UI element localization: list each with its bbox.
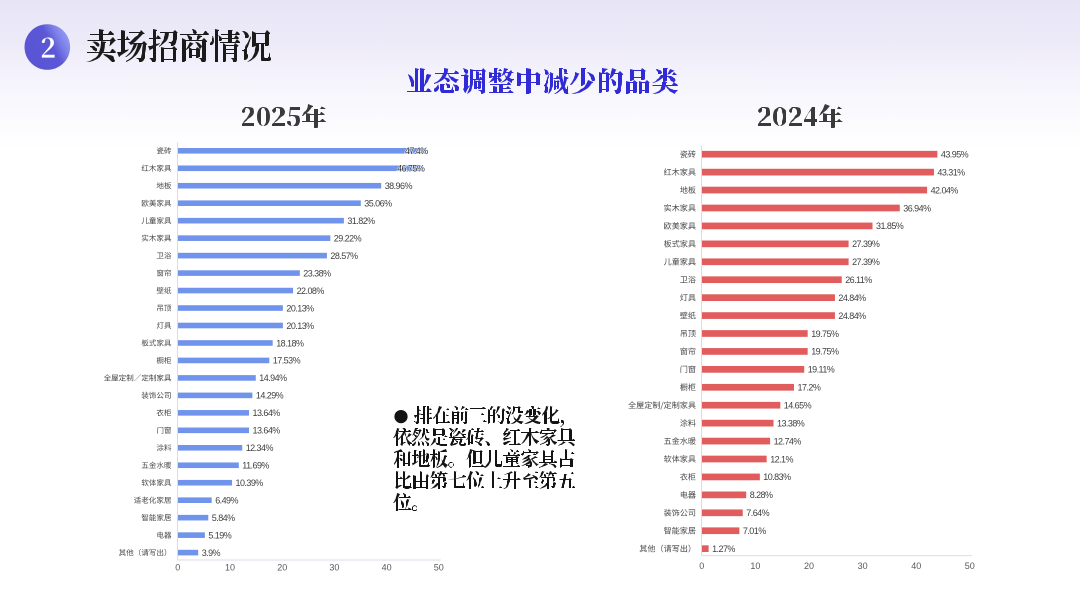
svg-text:5.84%: 5.84%	[212, 513, 235, 523]
svg-text:31.85%: 31.85%	[876, 221, 904, 231]
svg-text:3.9%: 3.9%	[202, 548, 221, 558]
svg-text:36.94%: 36.94%	[903, 203, 931, 213]
svg-text:19.11%: 19.11%	[808, 365, 835, 375]
svg-text:14.65%: 14.65%	[784, 401, 812, 411]
svg-text:7.01%: 7.01%	[743, 526, 766, 536]
svg-text:28.57%: 28.57%	[330, 251, 358, 261]
svg-text:10: 10	[750, 561, 760, 571]
svg-text:10.39%: 10.39%	[236, 478, 264, 488]
svg-text:23.38%: 23.38%	[303, 268, 331, 278]
svg-text:20: 20	[277, 563, 287, 573]
svg-text:11.69%: 11.69%	[242, 461, 269, 471]
svg-text:8.28%: 8.28%	[750, 490, 773, 500]
svg-text:13.38%: 13.38%	[777, 418, 805, 428]
svg-text:14.94%: 14.94%	[259, 373, 287, 383]
svg-text:40: 40	[382, 563, 392, 573]
svg-text:50: 50	[965, 561, 975, 571]
svg-text:20.13%: 20.13%	[286, 303, 314, 313]
svg-text:30: 30	[329, 563, 339, 573]
svg-text:30: 30	[858, 561, 868, 571]
svg-text:14.29%: 14.29%	[256, 391, 284, 401]
svg-text:1.27%: 1.27%	[712, 544, 735, 554]
svg-text:24.84%: 24.84%	[838, 311, 866, 321]
svg-text:12.1%: 12.1%	[770, 454, 793, 464]
svg-text:20.13%: 20.13%	[286, 321, 314, 331]
svg-text:5.19%: 5.19%	[208, 530, 231, 540]
svg-text:38.96%: 38.96%	[385, 181, 413, 191]
svg-text:43.95%: 43.95%	[941, 150, 969, 160]
svg-text:17.2%: 17.2%	[798, 383, 821, 393]
svg-text:19.75%: 19.75%	[811, 329, 839, 339]
svg-text:0: 0	[175, 563, 180, 573]
svg-text:13.64%: 13.64%	[253, 426, 281, 436]
svg-text:46.75%: 46.75%	[397, 164, 425, 174]
svg-text:12.74%: 12.74%	[774, 436, 802, 446]
svg-text:20: 20	[804, 561, 814, 571]
svg-text:6.49%: 6.49%	[215, 496, 238, 506]
svg-text:17.53%: 17.53%	[273, 356, 301, 366]
svg-text:10.83%: 10.83%	[763, 472, 791, 482]
svg-text:24.84%: 24.84%	[838, 293, 866, 303]
svg-text:27.39%: 27.39%	[852, 257, 880, 267]
svg-text:29.22%: 29.22%	[334, 233, 362, 243]
svg-text:31.82%: 31.82%	[347, 216, 375, 226]
svg-text:18.18%: 18.18%	[276, 338, 304, 348]
svg-text:43.31%: 43.31%	[937, 167, 965, 177]
svg-text:22.08%: 22.08%	[297, 286, 325, 296]
svg-text:10: 10	[225, 563, 235, 573]
svg-text:0: 0	[699, 561, 704, 571]
svg-text:13.64%: 13.64%	[253, 408, 281, 418]
svg-text:47.4%: 47.4%	[405, 146, 428, 156]
svg-text:19.75%: 19.75%	[811, 347, 839, 357]
svg-text:12.34%: 12.34%	[246, 443, 274, 453]
svg-text:27.39%: 27.39%	[852, 239, 880, 249]
svg-text:26.11%: 26.11%	[845, 275, 872, 285]
svg-text:40: 40	[911, 561, 921, 571]
svg-text:50: 50	[434, 563, 444, 573]
svg-text:7.64%: 7.64%	[746, 508, 769, 518]
svg-text:35.06%: 35.06%	[364, 199, 392, 209]
svg-text:42.04%: 42.04%	[931, 185, 959, 195]
